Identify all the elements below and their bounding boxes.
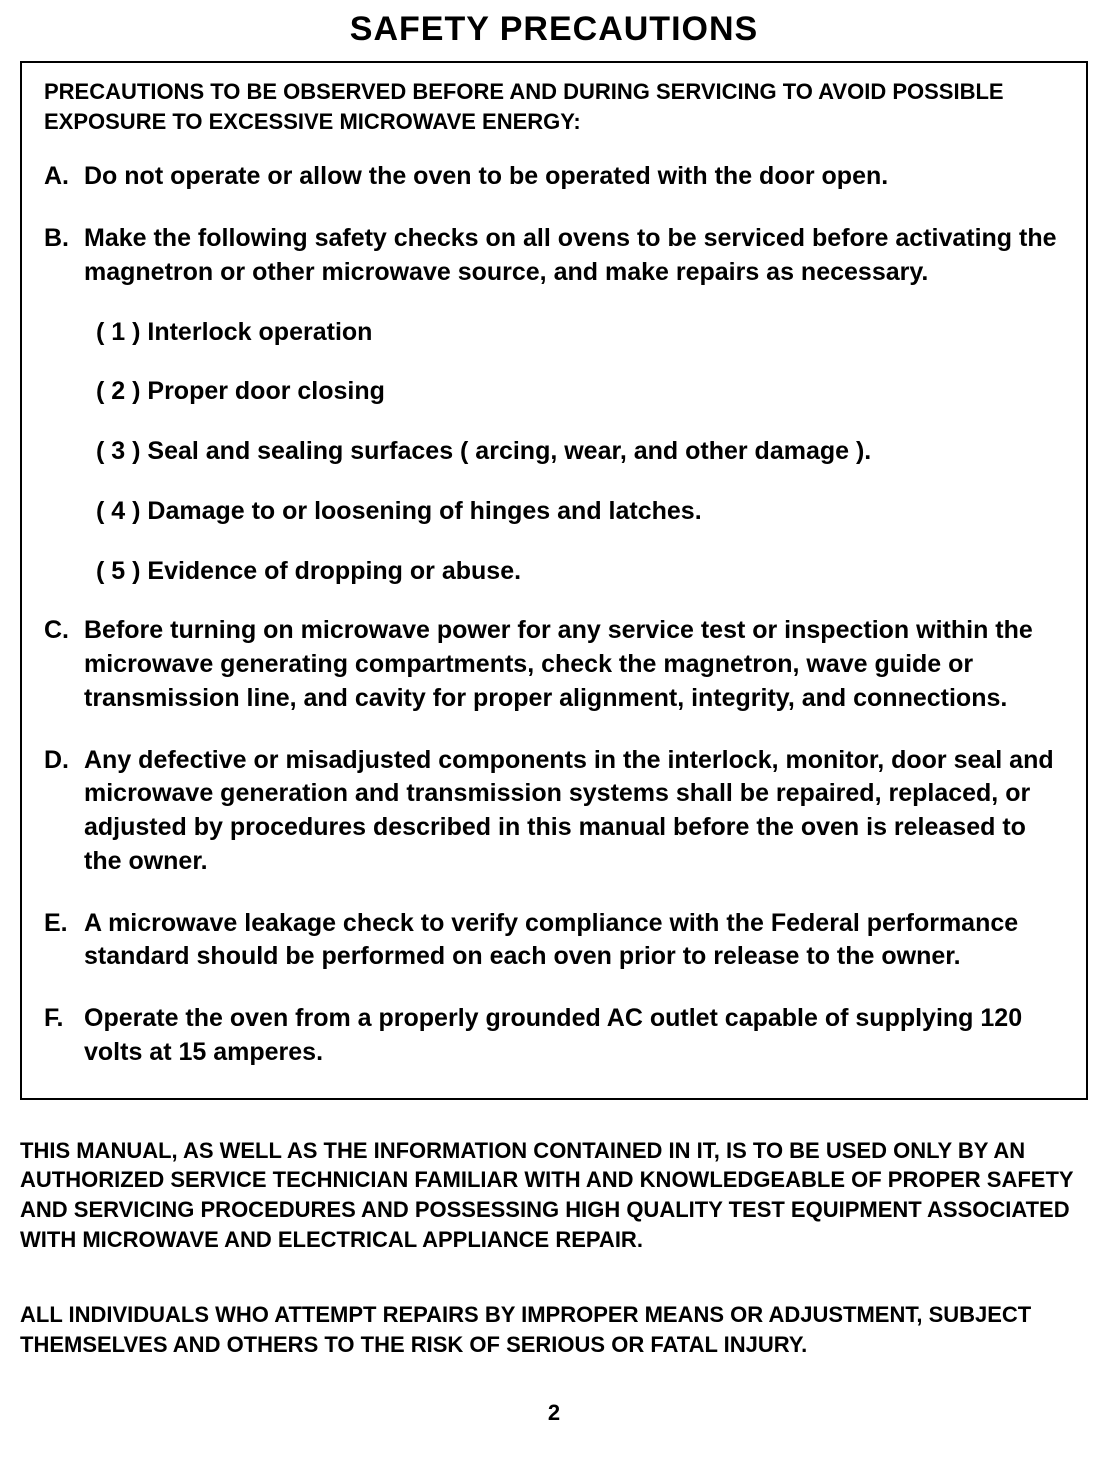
item-text: Any defective or misadjusted components …: [84, 744, 1068, 879]
sub-item: ( 4 ) Damage to or loosening of hinges a…: [96, 495, 1068, 529]
item-letter: B.: [44, 222, 84, 290]
warning-text: ALL INDIVIDUALS WHO ATTEMPT REPAIRS BY I…: [20, 1300, 1088, 1359]
page-number: 2: [20, 1400, 1088, 1426]
sub-item: ( 5 ) Evidence of dropping or abuse.: [96, 555, 1068, 589]
item-letter: D.: [44, 744, 84, 879]
disclaimer-text: THIS MANUAL, AS WELL AS THE INFORMATION …: [20, 1136, 1088, 1255]
sub-item: ( 3 ) Seal and sealing surfaces ( arcing…: [96, 435, 1068, 469]
intro-text: PRECAUTIONS TO BE OBSERVED BEFORE AND DU…: [44, 77, 1068, 136]
item-letter: F.: [44, 1002, 84, 1070]
item-e: E. A microwave leakage check to verify c…: [44, 907, 1068, 975]
item-f: F. Operate the oven from a properly grou…: [44, 1002, 1068, 1070]
sub-item: ( 1 ) Interlock operation: [96, 316, 1068, 350]
item-b-sublist: ( 1 ) Interlock operation ( 2 ) Proper d…: [96, 316, 1068, 589]
item-d: D. Any defective or misadjusted componen…: [44, 744, 1068, 879]
item-letter: A.: [44, 160, 84, 194]
item-a: A. Do not operate or allow the oven to b…: [44, 160, 1068, 194]
item-letter: C.: [44, 614, 84, 715]
page-title: SAFETY PRECAUTIONS: [20, 10, 1088, 49]
item-letter: E.: [44, 907, 84, 975]
item-text: Operate the oven from a properly grounde…: [84, 1002, 1068, 1070]
item-text: Make the following safety checks on all …: [84, 222, 1068, 290]
item-text: A microwave leakage check to verify comp…: [84, 907, 1068, 975]
item-c: C. Before turning on microwave power for…: [44, 614, 1068, 715]
item-b: B. Make the following safety checks on a…: [44, 222, 1068, 290]
item-text: Before turning on microwave power for an…: [84, 614, 1068, 715]
precautions-box: PRECAUTIONS TO BE OBSERVED BEFORE AND DU…: [20, 61, 1088, 1100]
sub-item: ( 2 ) Proper door closing: [96, 375, 1068, 409]
page: SAFETY PRECAUTIONS PRECAUTIONS TO BE OBS…: [0, 0, 1108, 1466]
item-text: Do not operate or allow the oven to be o…: [84, 160, 1068, 194]
